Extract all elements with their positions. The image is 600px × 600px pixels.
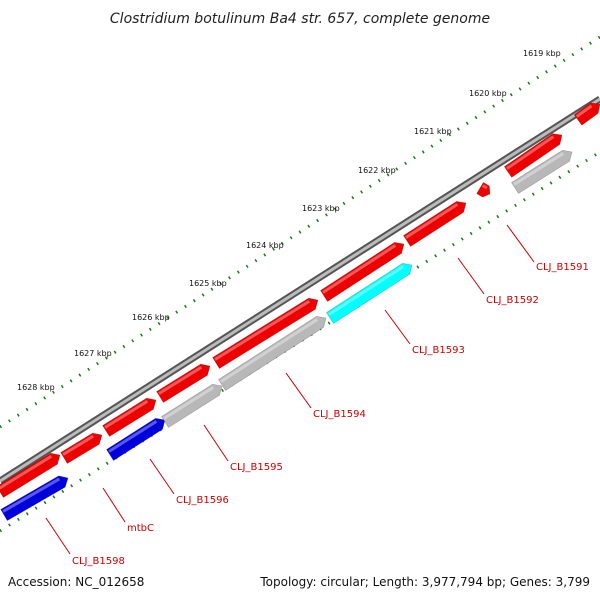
tick-label: 1625 kbp [189, 279, 227, 288]
tick-label: 1619 kbp [523, 49, 561, 58]
gene-block-reverse [511, 149, 573, 194]
leader-line [506, 224, 535, 263]
tick-label: 1628 kbp [17, 383, 55, 392]
genome-backbone [0, 96, 600, 484]
gene-label: CLJ_B1596 [176, 495, 229, 506]
outer-tick-ring [0, 35, 600, 429]
leader-line [457, 257, 485, 295]
tick-label: 1622 kbp [358, 166, 396, 175]
gene-label: CLJ_B1595 [230, 462, 283, 473]
leader-line [285, 372, 312, 409]
gene-block-forward [573, 102, 600, 126]
gene-block-forward [503, 133, 563, 178]
tick-label: 1621 kbp [414, 127, 452, 136]
tick-label: 1626 kbp [132, 313, 170, 322]
tick-label: 1624 kbp [246, 241, 284, 250]
tick-label: 1627 kbp [74, 349, 112, 358]
gene-label: CLJ_B1593 [412, 345, 465, 356]
leader-line [203, 424, 229, 462]
leader-line [45, 517, 71, 555]
tick-label: 1620 kbp [469, 89, 507, 98]
gene-label: CLJ_B1591 [536, 262, 589, 273]
gene-block-forward [320, 242, 405, 302]
tick-rings [0, 35, 600, 533]
gene-block-forward [102, 397, 157, 437]
gene-label: CLJ_B1598 [72, 556, 125, 567]
topology-text: Topology: circular; Length: 3,977,794 bp… [260, 575, 590, 589]
leader-line [384, 309, 411, 345]
gene-block-reverse [218, 316, 327, 391]
gene-block-forward [212, 297, 319, 369]
map-title: Clostridium botulinum Ba4 str. 657, comp… [110, 11, 490, 27]
gene-block-reverse-blue [106, 417, 166, 461]
gene-block-small [476, 182, 491, 198]
tick-label: 1623 kbp [302, 204, 340, 213]
accession-text: Accession: NC_012658 [8, 575, 145, 589]
gene-block-forward [403, 201, 467, 247]
gene-block-reverse [161, 383, 223, 428]
leader-line [102, 487, 126, 523]
gene-label: CLJ_B1592 [486, 295, 539, 306]
gene-features [0, 102, 600, 522]
gene-block-reverse-blue [0, 475, 69, 522]
gene-label-group: CLJ_B1591 CLJ_B1592 CLJ_B1593 CLJ_B1594 CLJ_… [45, 224, 589, 567]
tick-labels: 1619 kbp 1620 kbp 1621 kbp 1622 kbp 1623 kbp… [17, 49, 561, 392]
gene-block-forward [0, 452, 61, 498]
gene-block-highlight [326, 263, 413, 324]
leader-line [149, 458, 175, 495]
gene-block-forward [60, 432, 103, 464]
gene-block-forward [156, 363, 211, 403]
gene-label: CLJ_B1594 [313, 409, 366, 420]
gene-label: mtbC [127, 523, 154, 534]
